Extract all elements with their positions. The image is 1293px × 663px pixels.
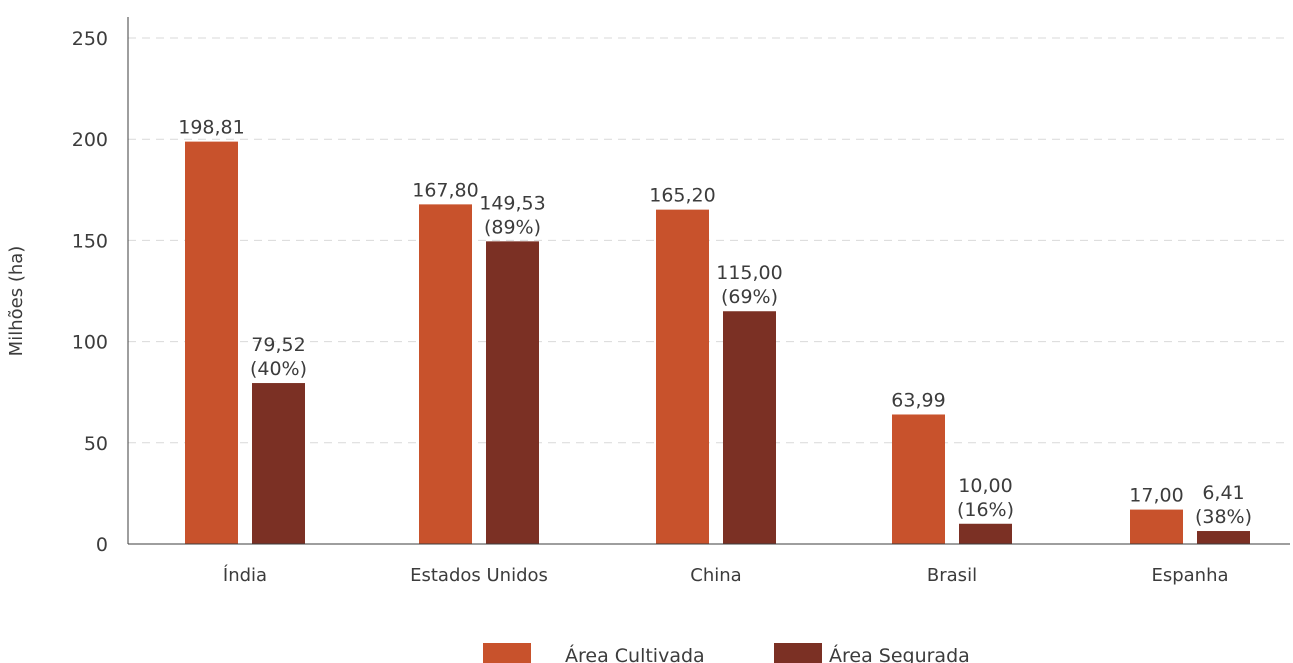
bar-value-label: 198,81 <box>178 117 244 139</box>
bar-value-label: 149,53 <box>479 192 545 214</box>
bar-value-label: (89%) <box>484 216 541 238</box>
bar-value-label: 167,80 <box>412 179 478 201</box>
y-axis-ticks: 0 50 100 150 200 250 <box>72 28 108 556</box>
bar-value-label: (38%) <box>1195 506 1252 528</box>
bars <box>185 141 1250 545</box>
bar-value-label: 79,52 <box>251 334 305 356</box>
legend-label: Área Cultivada <box>565 644 705 663</box>
bar-area-cultivada <box>185 141 238 544</box>
data-labels: 198,81 167,80 165,20 63,99 17,00 79,52(40%) 14… <box>178 117 1252 528</box>
y-tick-label: 50 <box>84 433 108 455</box>
bar-value-label: 10,00 <box>958 475 1012 497</box>
bar-area-cultivada <box>656 209 709 544</box>
x-category-label: Brasil <box>927 565 977 586</box>
bar-value-label: 6,41 <box>1202 482 1244 504</box>
x-category-label: China <box>690 565 741 586</box>
bar-area-segurada <box>486 241 539 545</box>
bar-area-segurada <box>252 383 305 544</box>
y-tick-label: 200 <box>72 129 108 151</box>
y-tick-label: 250 <box>72 28 108 50</box>
bar-value-label: 165,20 <box>649 185 715 207</box>
bar-value-label: (69%) <box>721 286 778 308</box>
bar-value-label: (40%) <box>250 358 307 380</box>
x-axis-labels: Índia Estados Unidos China Brasil Espanha <box>223 564 1229 586</box>
x-category-label: Estados Unidos <box>410 565 548 586</box>
bar-area-segurada <box>959 523 1012 544</box>
legend-swatch <box>774 643 822 663</box>
bar-value-label: 17,00 <box>1129 485 1183 507</box>
legend: Área Cultivada Área Segurada <box>483 643 970 663</box>
y-tick-label: 0 <box>96 534 108 556</box>
y-axis-title: Milhões (ha) <box>6 246 27 357</box>
legend-swatch <box>483 643 531 663</box>
bar-area-cultivada <box>419 204 472 544</box>
bar-value-label: 63,99 <box>891 389 945 411</box>
bar-area-cultivada <box>1130 509 1183 544</box>
legend-label: Área Segurada <box>829 644 970 663</box>
y-tick-label: 150 <box>72 230 108 252</box>
bar-area-cultivada <box>892 414 945 544</box>
bar-value-label: 115,00 <box>716 262 782 284</box>
bar-area-segurada <box>723 311 776 544</box>
y-tick-label: 100 <box>72 332 108 354</box>
x-category-label: Espanha <box>1151 565 1228 586</box>
bar-value-label: (16%) <box>957 499 1014 521</box>
x-category-label: Índia <box>223 564 267 586</box>
bar-area-segurada <box>1197 531 1250 544</box>
